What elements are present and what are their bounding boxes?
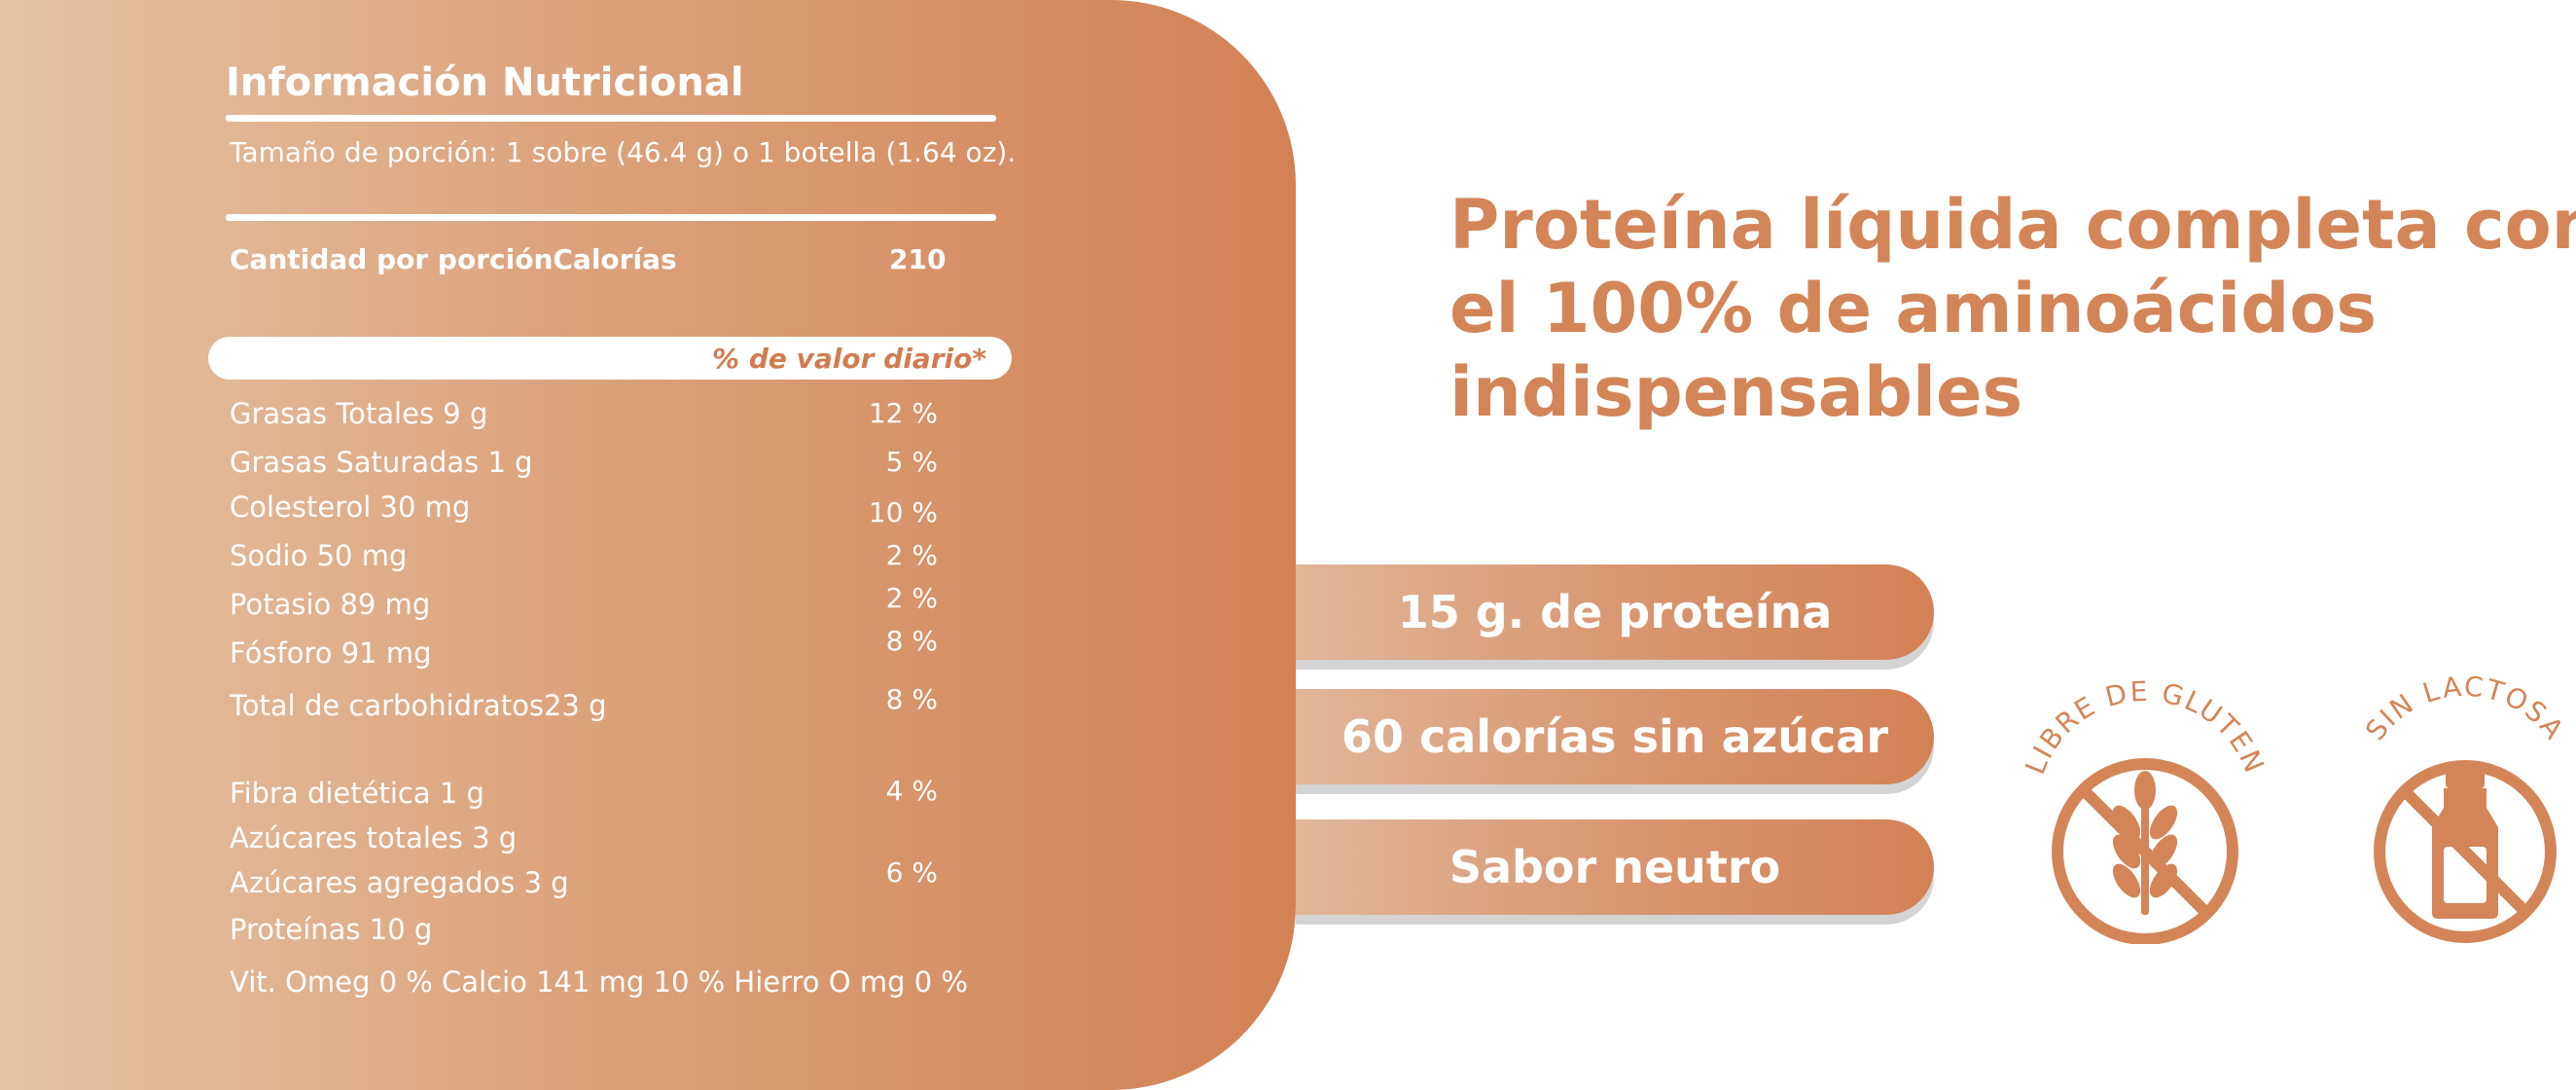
headline-line: Proteína líquida completa con <box>1449 185 2576 265</box>
badge-circle <box>2374 760 2557 943</box>
nutrient-percent: 6 % <box>885 856 938 889</box>
gluten-free-badge: LIBRE DE GLUTEN <box>2019 675 2270 944</box>
badge-circle <box>2052 758 2238 944</box>
product-headline: Proteína líquida completa con el 100% de… <box>1449 183 2576 434</box>
wheat-icon <box>2112 771 2178 915</box>
nutrient-percent: 10 % <box>868 496 938 528</box>
nutrient-name: Total de carbohidratos23 g <box>230 689 607 722</box>
nutrient-name: Proteínas 10 g <box>230 913 433 946</box>
nutrient-percent: 4 % <box>885 775 938 807</box>
strike-line <box>2079 785 2211 918</box>
headline-line: indispensables <box>1449 352 2023 432</box>
nutrient-percent: 2 % <box>885 539 938 571</box>
feature-protein: 15 g. de proteína <box>1296 564 1934 660</box>
nutrient-name: Fósforo 91 mg <box>230 636 432 670</box>
lactose-free-text: SIN LACTOSA <box>2359 671 2571 746</box>
nutrient-name: Potasio 89 mg <box>230 588 431 621</box>
nutrient-percent: 8 % <box>885 625 938 657</box>
nutrient-name: Azúcares totales 3 g <box>230 821 518 854</box>
vitamins-minerals-line: Vit. Omeg 0 % Calcio 141 mg 10 % Hierro … <box>230 965 968 999</box>
nutrient-name: Colesterol 30 mg <box>230 490 471 524</box>
feature-calories: 60 calorías sin azúcar <box>1296 689 1934 784</box>
headline-line: el 100% de aminoácidos <box>1449 269 2378 348</box>
nutrient-name: Sodio 50 mg <box>230 539 408 572</box>
title-divider <box>226 115 996 122</box>
serving-size: Tamaño de porción: 1 sobre (46.4 g) o 1 … <box>230 136 1017 168</box>
nutrition-panel: Información Nutricional Tamaño de porció… <box>0 0 1296 1090</box>
amount-per-serving-label: Cantidad por porciónCalorías <box>230 243 677 275</box>
nutrient-name: Azúcares agregados 3 g <box>230 866 569 899</box>
nutrient-percent: 12 % <box>868 397 938 429</box>
daily-value-header: % de valor diario* <box>208 337 1012 380</box>
nutrient-percent: 8 % <box>885 683 938 715</box>
lactose-free-badge: SIN LACTOSA <box>2359 671 2571 943</box>
nutrient-percent: 2 % <box>885 582 938 614</box>
daily-value-label: % de valor diario* <box>712 343 986 375</box>
nutrient-percent: 5 % <box>885 446 938 478</box>
strike-line <box>2400 786 2530 917</box>
nutrient-name: Grasas Saturadas 1 g <box>230 446 533 479</box>
serving-divider <box>226 214 996 221</box>
nutrient-name: Fibra dietética 1 g <box>230 777 484 810</box>
calories-value: 210 <box>889 243 947 275</box>
nutrient-name: Grasas Totales 9 g <box>230 397 488 430</box>
nutrition-title: Información Nutricional <box>226 60 744 105</box>
feature-flavor: Sabor neutro <box>1296 819 1934 915</box>
